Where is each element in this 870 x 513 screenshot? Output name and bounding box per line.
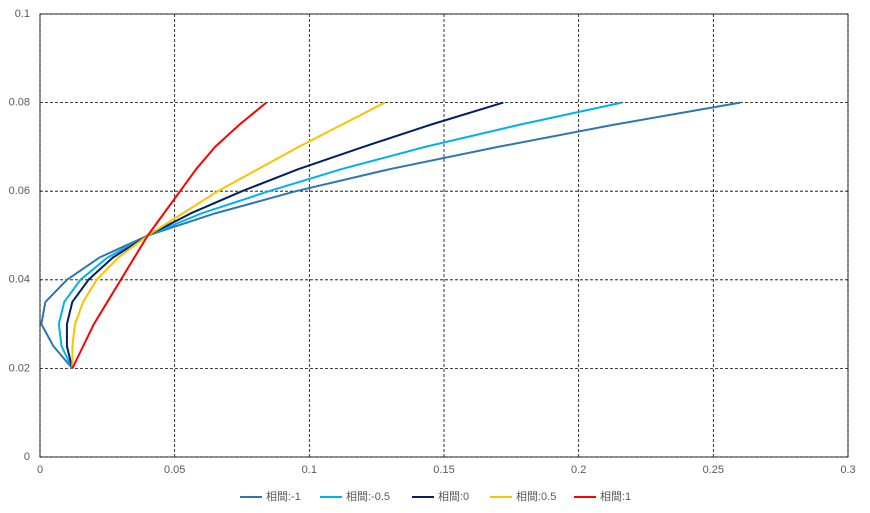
legend-label: 相間:0 <box>438 490 469 503</box>
x-tick-label: 0.05 <box>164 464 185 476</box>
legend-label: 相間:-0.5 <box>346 490 390 503</box>
legend-label: 相間:0.5 <box>516 490 556 503</box>
y-tick-label: 0.1 <box>15 8 30 20</box>
series-line <box>71 101 386 369</box>
y-tick-label: 0.04 <box>9 274 30 286</box>
x-tick-label: 0.1 <box>302 464 317 476</box>
y-tick-label: 0.02 <box>9 362 30 374</box>
y-tick-label: 0.08 <box>9 97 30 109</box>
series-line <box>57 101 622 369</box>
x-tick-label: 0 <box>37 464 43 476</box>
x-tick-label: 0.25 <box>703 464 724 476</box>
y-tick-label: 0.06 <box>9 185 30 197</box>
x-tick-label: 0.2 <box>571 464 586 476</box>
x-tick-label: 0.15 <box>433 464 454 476</box>
legend-label: 相間:-1 <box>266 490 301 503</box>
y-tick-label: 0 <box>24 451 30 463</box>
series-line <box>65 101 504 369</box>
legend-label: 相間:1 <box>600 490 631 503</box>
x-tick-label: 0.3 <box>840 464 855 476</box>
series-line <box>71 101 267 369</box>
